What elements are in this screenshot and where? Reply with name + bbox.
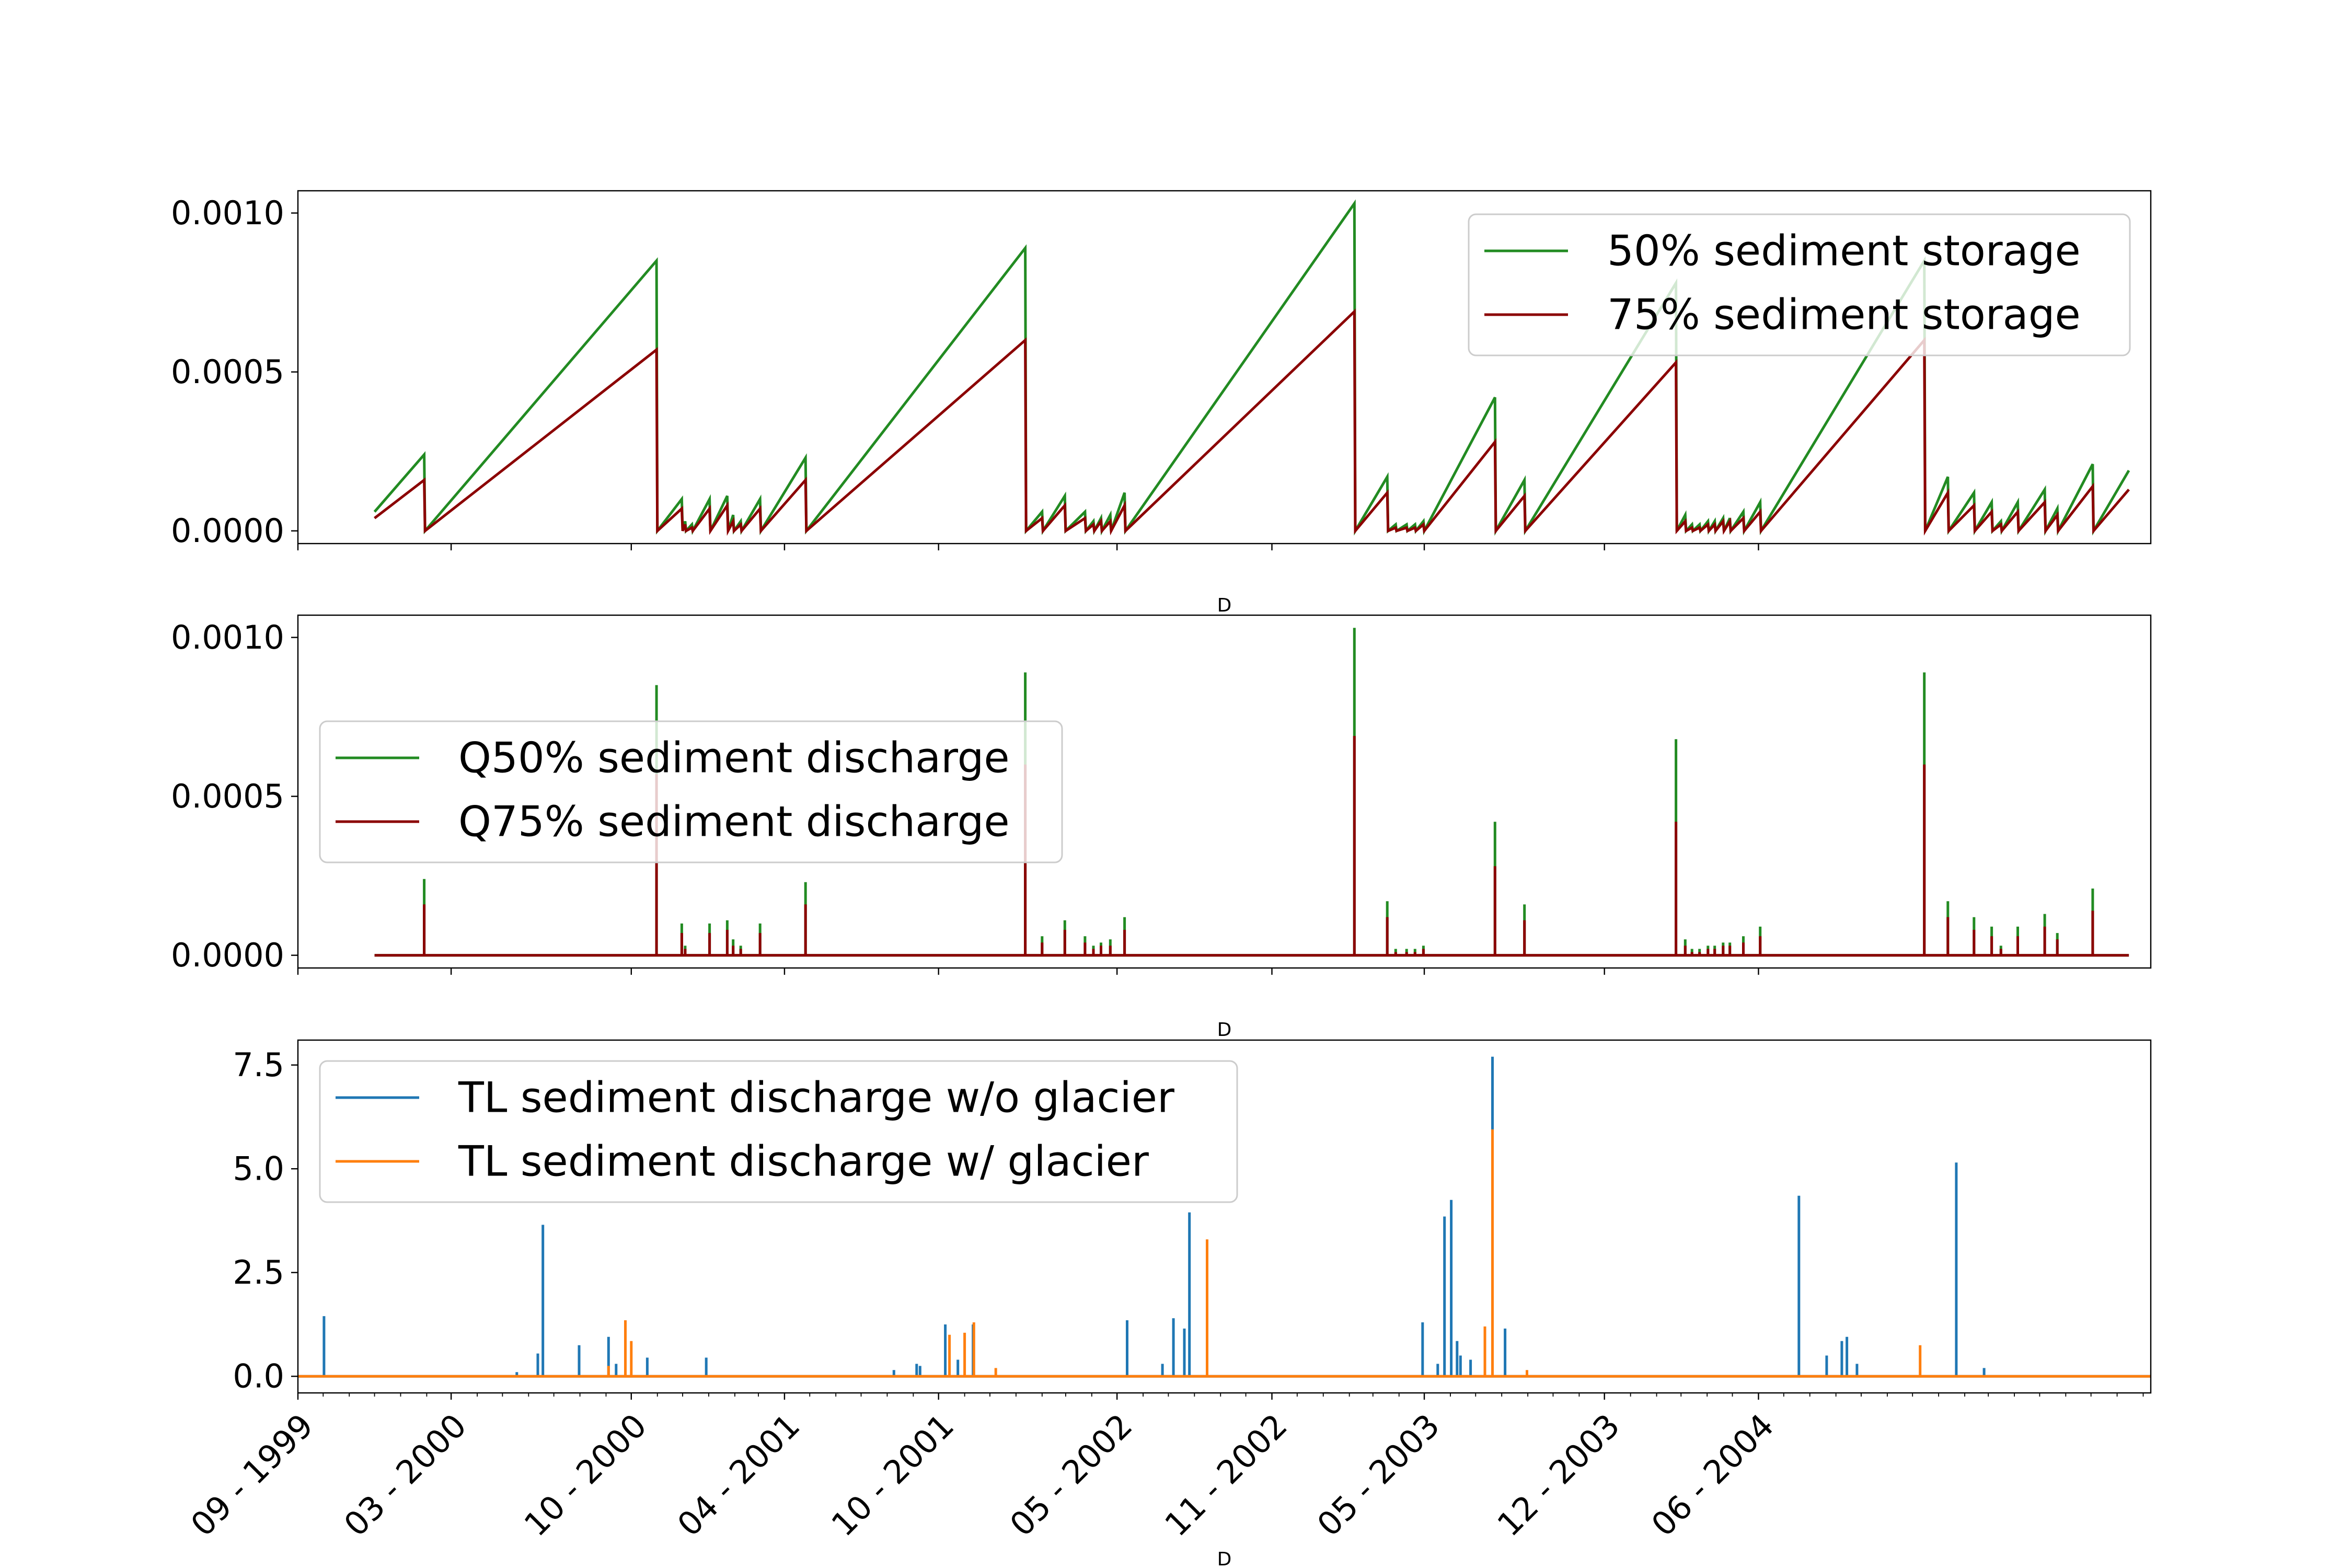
x-axis-label: D [1217, 1549, 1232, 1568]
panel-1: 0.0000 0.0005 0.0010 D 50% sediment storage 7… [171, 190, 2152, 616]
x-axis-label: D [1217, 1019, 1232, 1041]
legend-label: 75% sediment storage [1607, 291, 2081, 339]
y-tick-label: 5.0 [233, 1150, 284, 1188]
panel-2: 0.0000 0.0005 0.0010 D Q50% sediment dischar… [171, 614, 2152, 1041]
legend-box [1468, 213, 2131, 356]
y-tick-label: 0.0000 [171, 512, 284, 550]
series-line-3-2 [298, 1129, 2151, 1378]
legend-box [319, 1060, 1238, 1203]
x-axis-label: D [1217, 595, 1232, 616]
series-line-1-2 [374, 308, 2130, 536]
y-tick-label: 2.5 [233, 1253, 284, 1292]
legend-2: Q50% sediment discharge Q75% sediment dis… [319, 720, 1063, 863]
y-tick-label: 0.0010 [171, 194, 284, 232]
legend-label: Q50% sediment discharge [458, 734, 1010, 782]
legend-label: Q75% sediment discharge [458, 798, 1010, 846]
y-tick-label: 0.0010 [171, 618, 284, 656]
legend-label: TL sediment discharge w/ glacier [458, 1137, 1149, 1186]
legend-3: TL sediment discharge w/o glacier TL sedi… [319, 1060, 1238, 1203]
legend-label: 50% sediment storage [1607, 227, 2081, 275]
legend-box [319, 720, 1063, 863]
plot-frame-1 [297, 190, 2152, 545]
y-tick-label: 7.5 [233, 1046, 284, 1084]
plot-frame-2 [297, 614, 2152, 969]
y-tick-label: 0.0 [233, 1357, 284, 1396]
y-tick-label: 0.0005 [171, 353, 284, 391]
legend-1: 50% sediment storage 75% sediment storage [1468, 213, 2131, 356]
y-tick-label: 0.0000 [171, 936, 284, 974]
plot-frame-3 [297, 1039, 2152, 1394]
y-tick-label: 0.0005 [171, 777, 284, 815]
legend-label: TL sediment discharge w/o glacier [458, 1074, 1174, 1122]
series-line-2-2 [374, 736, 2129, 957]
